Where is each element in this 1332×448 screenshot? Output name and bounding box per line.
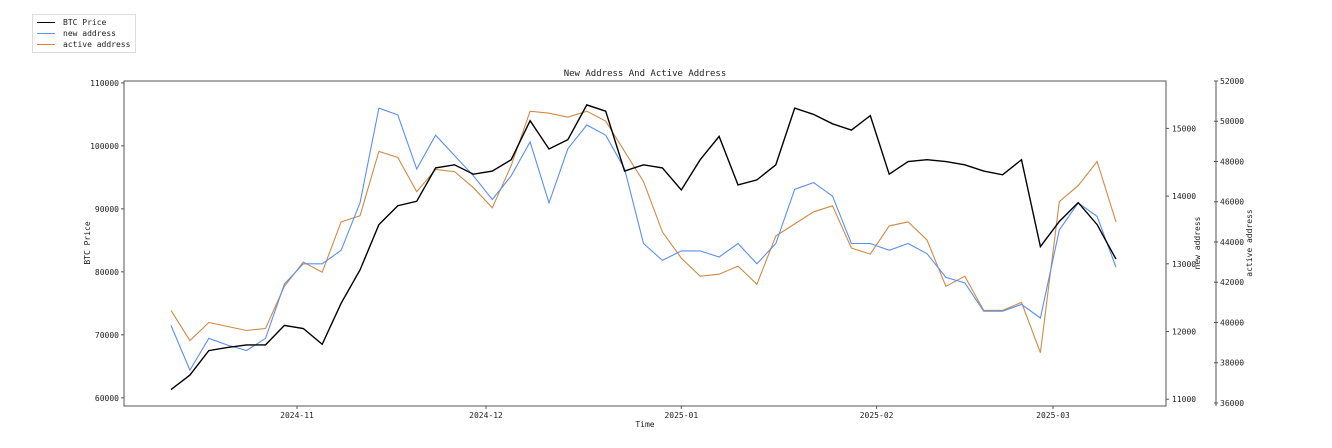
x-tick-label: 2024-11 bbox=[280, 411, 314, 420]
active-address-tick-label: 46000 bbox=[1220, 198, 1244, 207]
series-line-new-address bbox=[170, 107, 1117, 372]
series-line-btc-price bbox=[170, 104, 1117, 391]
new-address-tick-label: 14000 bbox=[1172, 192, 1196, 201]
left-tick-label: 110000 bbox=[90, 79, 119, 88]
legend-label: new address bbox=[63, 29, 116, 38]
legend-label: active address bbox=[63, 40, 131, 49]
active-address-tick-label: 36000 bbox=[1220, 399, 1244, 408]
x-tick-label: 2025-02 bbox=[860, 411, 894, 420]
left-tick-label: 100000 bbox=[90, 142, 119, 151]
legend-swatch-new bbox=[37, 33, 55, 34]
new-address-tick-label: 12000 bbox=[1172, 328, 1196, 337]
active-address-tick-label: 44000 bbox=[1220, 238, 1244, 247]
legend-label: BTC Price bbox=[63, 18, 107, 27]
new-address-tick-label: 11000 bbox=[1172, 395, 1196, 404]
series-line-active-address bbox=[170, 110, 1117, 353]
legend-item-btc-price: BTC Price bbox=[37, 17, 130, 28]
legend-swatch-btc bbox=[37, 22, 55, 23]
legend-item-active-address: active address bbox=[37, 39, 130, 50]
new-address-tick-label: 15000 bbox=[1172, 124, 1196, 133]
active-address-tick-label: 40000 bbox=[1220, 318, 1244, 327]
new-address-axis-label: new address bbox=[1193, 216, 1202, 269]
left-tick-label: 90000 bbox=[95, 205, 119, 214]
active-address-tick-label: 52000 bbox=[1220, 77, 1244, 86]
x-tick-label: 2024-12 bbox=[469, 411, 503, 420]
x-axis-label: Time bbox=[635, 420, 654, 429]
active-address-tick-label: 48000 bbox=[1220, 157, 1244, 166]
active-address-tick-label: 38000 bbox=[1220, 359, 1244, 368]
x-tick-label: 2025-03 bbox=[1036, 411, 1070, 420]
left-tick-label: 70000 bbox=[95, 331, 119, 340]
legend-item-new-address: new address bbox=[37, 28, 130, 39]
left-axis-label: BTC Price bbox=[83, 221, 92, 265]
left-tick-label: 80000 bbox=[95, 268, 119, 277]
active-address-tick-label: 42000 bbox=[1220, 278, 1244, 287]
chart-title: New Address And Active Address bbox=[564, 69, 727, 79]
left-tick-label: 60000 bbox=[95, 394, 119, 403]
x-tick-label: 2025-01 bbox=[664, 411, 698, 420]
active-address-tick-label: 50000 bbox=[1220, 117, 1244, 126]
active-address-axis-label: active address bbox=[1245, 209, 1254, 277]
plot-area bbox=[123, 80, 1167, 407]
legend: BTC Price new address active address bbox=[32, 14, 137, 53]
legend-swatch-active bbox=[37, 44, 55, 45]
new-address-tick-label: 13000 bbox=[1172, 260, 1196, 269]
